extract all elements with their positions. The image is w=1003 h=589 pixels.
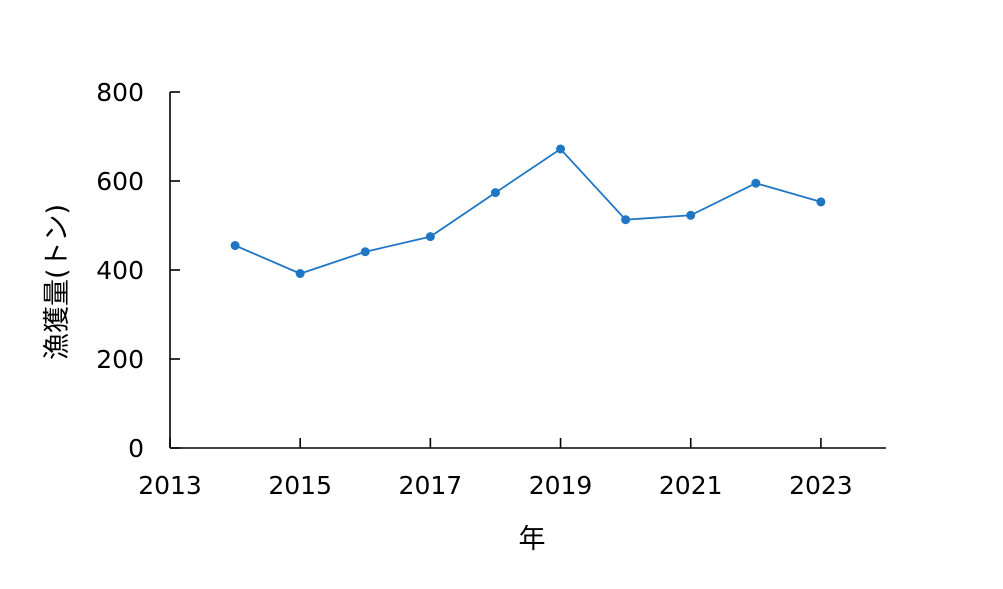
series-line <box>234 147 822 275</box>
x-tick-label: 2013 <box>138 471 202 500</box>
y-axis-title: 漁獲量(トン) <box>42 204 73 360</box>
y-tick-label: 800 <box>96 78 144 107</box>
data-point <box>816 197 826 207</box>
x-tick-label: 2017 <box>399 471 463 500</box>
y-ticks: 0 200 400 600 800 <box>96 78 180 463</box>
data-point <box>686 210 696 220</box>
y-tick-label: 0 <box>128 434 144 463</box>
data-point <box>295 269 305 279</box>
x-ticks: 2013 2015 2017 2019 2021 2023 <box>138 438 853 500</box>
x-tick-label: 2021 <box>659 471 723 500</box>
y-tick-label: 200 <box>96 345 144 374</box>
x-tick-label: 2015 <box>268 471 332 500</box>
series-layer <box>230 144 826 279</box>
data-point <box>360 247 370 257</box>
data-point <box>621 215 631 225</box>
data-point <box>556 144 566 154</box>
axes <box>169 92 886 449</box>
data-point <box>490 188 500 198</box>
data-point <box>230 241 240 251</box>
data-point <box>425 232 435 242</box>
x-tick-label: 2019 <box>529 471 593 500</box>
x-tick-label: 2023 <box>789 471 853 500</box>
y-tick-label: 400 <box>96 256 144 285</box>
x-axis-title: 年 <box>519 524 546 555</box>
data-point <box>751 178 761 188</box>
y-tick-label: 600 <box>96 167 144 196</box>
